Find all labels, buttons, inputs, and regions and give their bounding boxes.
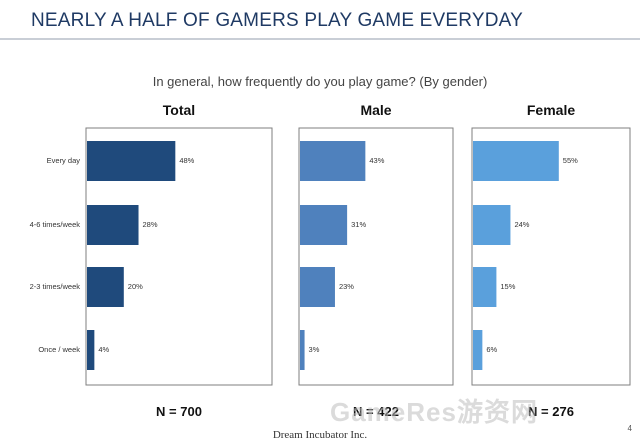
value-label-female-1: 24%: [514, 220, 529, 229]
bar-male-3: [300, 330, 305, 370]
category-label-0: Every day: [47, 156, 81, 165]
bar-total-3: [87, 330, 95, 370]
bar-male-0: [300, 141, 366, 181]
value-label-total-3: 4%: [98, 345, 109, 354]
page-number: 4: [627, 424, 632, 433]
bar-male-2: [300, 267, 335, 307]
category-label-3: Once / week: [38, 345, 80, 354]
value-label-male-1: 31%: [351, 220, 366, 229]
value-label-total-2: 20%: [128, 282, 143, 291]
panel-frame-female: [471, 127, 631, 386]
bar-female-0: [473, 141, 559, 181]
watermark: GameRes游资网: [330, 397, 538, 427]
panel-title-male: Male: [360, 102, 392, 118]
panel-n-female: N = 276: [528, 404, 574, 419]
title-divider: [0, 38, 640, 40]
panel-title-total: Total: [162, 102, 196, 118]
slide-title: NEARLY A HALF OF GAMERS PLAY GAME EVERYD…: [31, 10, 524, 31]
panel-n-male: N = 422: [353, 404, 399, 419]
value-label-male-3: 3%: [309, 345, 320, 354]
value-label-female-0: 55%: [563, 156, 578, 165]
bar-female-3: [473, 330, 483, 370]
bar-female-2: [473, 267, 497, 307]
category-label-2: 2-3 times/week: [30, 282, 81, 291]
value-label-total-1: 28%: [143, 220, 158, 229]
value-label-male-2: 23%: [339, 282, 354, 291]
bar-male-1: [300, 205, 348, 245]
value-label-female-3: 6%: [486, 345, 497, 354]
bar-total-2: [87, 267, 124, 307]
value-label-total-0: 48%: [179, 156, 194, 165]
panel-frame-male: [298, 127, 454, 386]
panel-n-total: N = 700: [156, 404, 202, 419]
category-label-1: 4-6 times/week: [30, 220, 81, 229]
panel-title-female: Female: [526, 102, 576, 118]
value-label-male-0: 43%: [369, 156, 384, 165]
footer-company: Dream Incubator Inc.: [272, 429, 368, 441]
chart-subtitle: In general, how frequently do you play g…: [152, 74, 488, 89]
panel-frame-total: [85, 127, 273, 386]
bar-total-1: [87, 205, 139, 245]
value-label-female-2: 15%: [500, 282, 515, 291]
bar-total-0: [87, 141, 176, 181]
bar-female-1: [473, 205, 511, 245]
